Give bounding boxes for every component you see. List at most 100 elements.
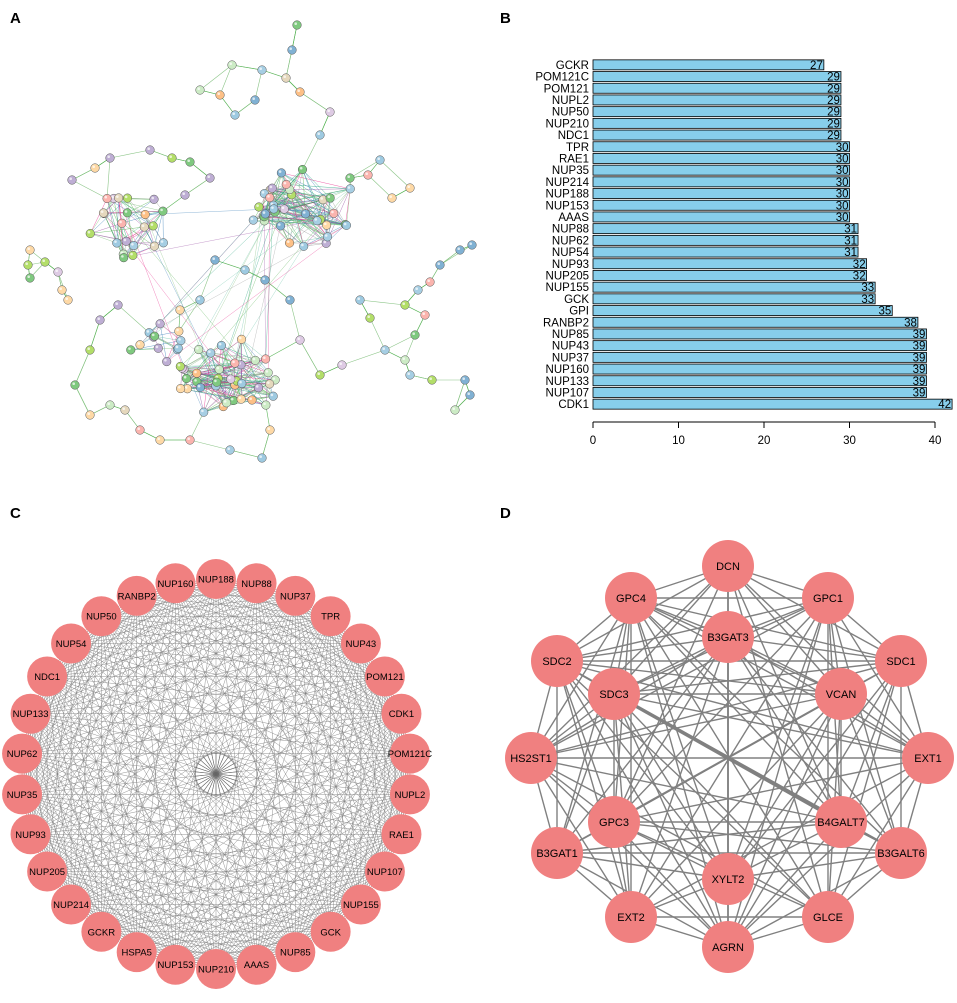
node [240, 265, 250, 275]
edge [101, 616, 137, 953]
node [427, 375, 437, 385]
node-highlight [151, 196, 155, 200]
node-label-dcn: DCN [716, 561, 740, 573]
data-label-cdk1: 42 [938, 399, 951, 411]
category-label-gck: GCK [564, 294, 589, 306]
bar-nup133 [592, 375, 927, 387]
node-highlight [339, 362, 343, 366]
edge [439, 244, 473, 266]
node-highlight [289, 47, 293, 50]
edge-ext2-sdc2 [556, 660, 632, 918]
hub-edge [194, 771, 217, 775]
bar-aaas [592, 211, 850, 223]
node [113, 300, 123, 310]
node-highlight [294, 22, 298, 26]
node-highlight [283, 181, 287, 185]
hub-edge [215, 773, 236, 786]
node-highlight [469, 242, 473, 245]
node-highlight [415, 287, 419, 291]
bar-ranbp2 [592, 316, 919, 328]
bar-nup54 [592, 246, 859, 258]
edge [177, 349, 204, 413]
node [185, 435, 195, 445]
node [85, 345, 95, 355]
node [400, 355, 410, 365]
edge [30, 834, 361, 905]
edge [241, 339, 266, 360]
node [175, 305, 185, 315]
node-highlight [59, 287, 62, 291]
edge [103, 212, 124, 258]
edge [101, 583, 257, 932]
node [25, 245, 35, 255]
edge [136, 595, 411, 795]
node [345, 184, 355, 194]
edge [369, 317, 386, 351]
category-label-gpi: GPI [569, 306, 589, 318]
node-label-b4galt7: B4GALT7 [817, 817, 865, 829]
edge [299, 91, 331, 113]
edge-xylt2-sdc3 [613, 693, 729, 880]
category-label-nup133: NUP133 [546, 376, 589, 388]
edge [30, 834, 331, 932]
node [230, 110, 240, 120]
edge [90, 197, 128, 234]
edge [302, 134, 321, 170]
data-label-nup133: 39 [913, 376, 926, 388]
edge [216, 381, 274, 397]
edge-agrn-gpc3 [613, 821, 729, 948]
edge [226, 220, 265, 403]
node-nup43 [340, 623, 381, 664]
node [295, 335, 305, 345]
node-highlight [270, 393, 274, 397]
bar-pom121c [592, 71, 842, 82]
node-highlight [208, 350, 211, 353]
edge [265, 213, 304, 247]
node-highlight [287, 297, 291, 301]
node [345, 173, 355, 183]
edges-a [27, 24, 473, 459]
edge [215, 578, 331, 617]
bar-nup210 [592, 117, 842, 129]
node-glce [802, 891, 854, 943]
edge [281, 172, 324, 200]
node-highlight [87, 230, 91, 234]
edge [123, 211, 164, 258]
node-nup62 [2, 733, 43, 774]
node-highlight [377, 157, 381, 160]
node-highlight [114, 240, 117, 243]
hub-edge [215, 773, 238, 777]
node-nup54 [51, 623, 92, 664]
edge [286, 184, 347, 226]
node [112, 238, 122, 248]
bar-nupl2 [592, 94, 842, 106]
node [85, 228, 95, 239]
node-highlight [131, 242, 134, 246]
node-label-nup85: NUP85 [280, 948, 311, 959]
node [221, 398, 232, 408]
node-pom121c [389, 733, 430, 774]
edge [175, 951, 296, 965]
edge [295, 643, 362, 953]
node-label-vcan: VCAN [826, 689, 857, 701]
edge [118, 197, 124, 258]
node-highlight [160, 208, 163, 212]
node-highlight [177, 385, 181, 389]
node-highlight [228, 376, 231, 380]
edge [203, 352, 211, 413]
node-highlight [92, 165, 95, 168]
edge [216, 189, 290, 383]
edge [367, 174, 393, 199]
edge [70, 713, 402, 905]
node-label-nup153: NUP153 [157, 960, 193, 971]
node-highlight [183, 375, 187, 379]
edge [303, 213, 334, 247]
node [176, 336, 186, 346]
hub-edge [215, 773, 230, 792]
node [158, 206, 168, 216]
node-highlight [155, 345, 159, 349]
node-highlight [267, 381, 270, 384]
edge [46, 676, 176, 965]
node [175, 361, 185, 371]
edge [21, 583, 257, 795]
